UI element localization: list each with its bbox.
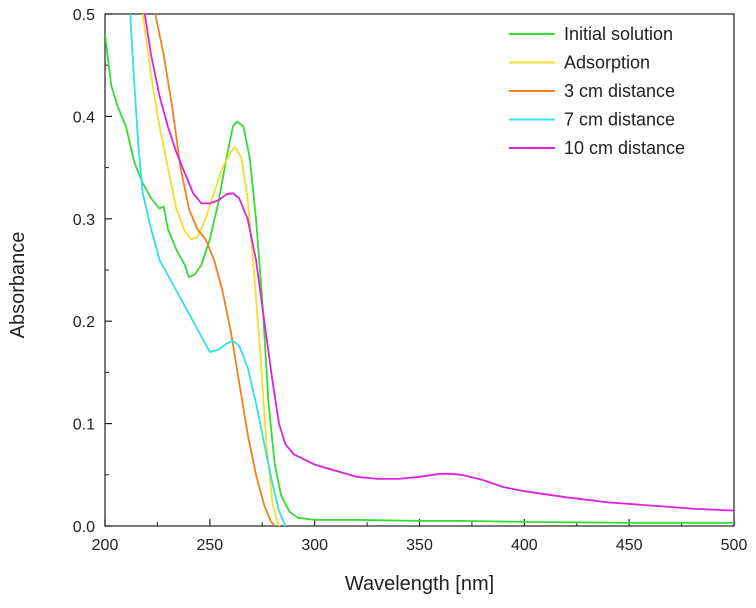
x-tick-label: 500 xyxy=(721,537,748,554)
y-tick-label: 0.0 xyxy=(73,519,95,536)
y-tick-label: 0.2 xyxy=(73,314,95,331)
y-tick-label: 0.4 xyxy=(73,109,95,126)
x-tick-label: 200 xyxy=(92,537,119,554)
x-tick-label: 300 xyxy=(301,537,328,554)
y-tick-label: 0.3 xyxy=(73,212,95,229)
axis-ticks: 200 250 300 350 400 450 500 0.0 0.1 0.2 0.3 0.4 0.5 xyxy=(73,7,748,554)
legend-label: 10 cm distance xyxy=(564,138,685,158)
series-line-5 xyxy=(143,14,734,512)
y-tick-label: 0.1 xyxy=(73,417,95,434)
x-tick-label: 400 xyxy=(511,537,538,554)
legend-label: 7 cm distance xyxy=(564,110,675,130)
x-tick-label: 450 xyxy=(616,537,643,554)
legend-label: Initial solution xyxy=(564,24,673,44)
y-axis-title: Absorbance xyxy=(7,232,29,339)
series-line-2 xyxy=(141,14,280,526)
series-line-3 xyxy=(154,14,276,526)
series-line-1 xyxy=(105,33,734,524)
x-axis-title: Wavelength [nm] xyxy=(345,573,494,595)
legend-label: Adsorption xyxy=(564,53,650,73)
y-tick-label: 0.5 xyxy=(73,7,95,24)
x-tick-label: 350 xyxy=(406,537,433,554)
x-tick-label: 250 xyxy=(196,537,223,554)
series-layer xyxy=(105,14,734,526)
series-line-4 xyxy=(129,14,287,526)
legend: Initial solution Adsorption 3 cm distance 7… xyxy=(509,24,685,158)
legend-label: 3 cm distance xyxy=(564,81,675,101)
